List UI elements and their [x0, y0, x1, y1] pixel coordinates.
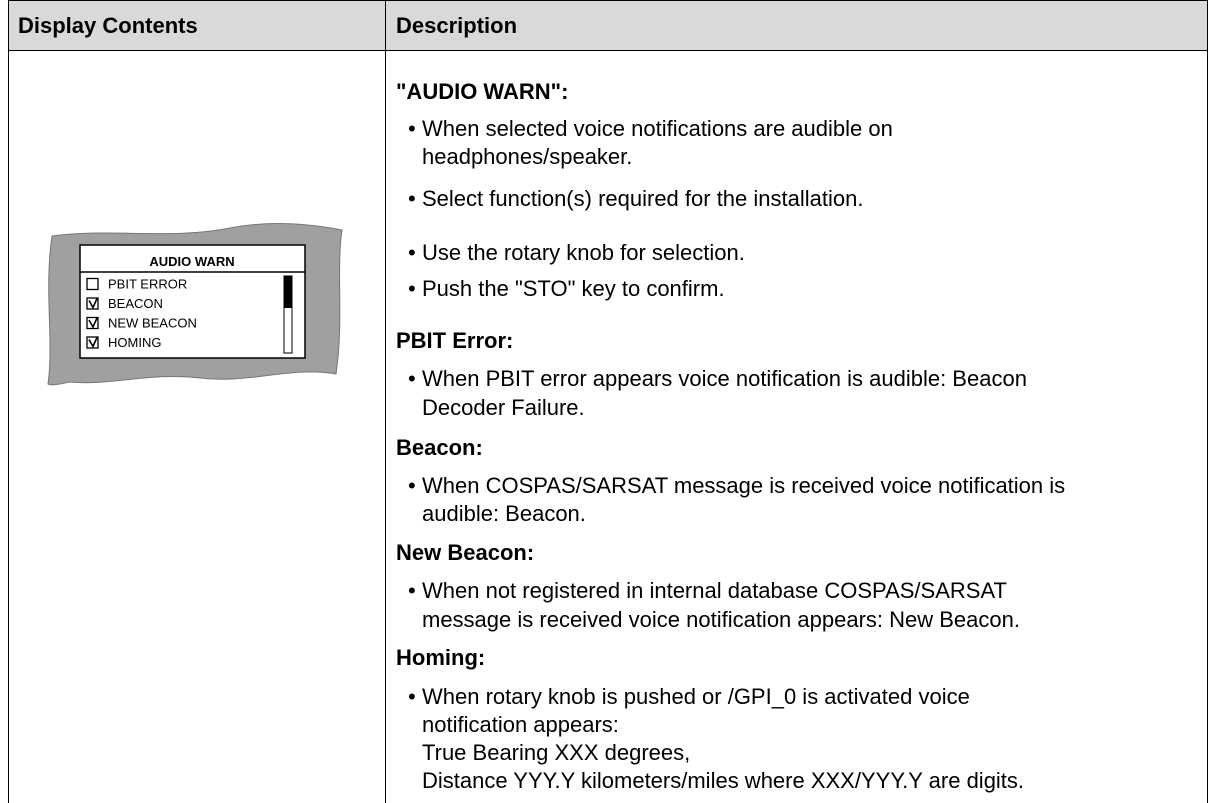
bullet-text: Decoder Failure.	[422, 395, 585, 420]
checkmark	[88, 337, 98, 349]
display-title: AUDIO WARN	[149, 254, 234, 269]
table-border-top	[8, 0, 1208, 1]
bullet-text: Distance YYY.Y kilometers/miles where XX…	[422, 768, 1025, 793]
bullet-text: When selected voice notifications are au…	[422, 116, 893, 141]
checkbox	[86, 277, 99, 291]
bullet-text: When COSPAS/SARSAT message is received v…	[422, 473, 1066, 498]
scrollbar-thumb	[284, 276, 292, 308]
checkbox	[86, 336, 99, 349]
bullet-text: headphones/speaker.	[422, 144, 633, 169]
bullet: •	[408, 366, 416, 391]
section-title: PBIT Error:	[396, 328, 514, 353]
section-title: Homing:	[396, 645, 486, 670]
bullet: •	[408, 116, 416, 141]
bullet: •	[408, 578, 416, 603]
column-divider	[385, 0, 386, 803]
bullet-text: When rotary knob is pushed or /GPI_0 is …	[422, 684, 970, 709]
checkbox	[86, 297, 99, 310]
section-title: Beacon:	[396, 435, 483, 460]
table-border-left	[8, 0, 9, 803]
bullet-text: notification appears:	[422, 712, 619, 737]
section-title: "AUDIO WARN":	[396, 79, 569, 104]
bullet-text: audible: Beacon.	[422, 501, 586, 526]
checkbox	[86, 316, 99, 330]
header-cell: Display Contents	[18, 13, 198, 38]
bullet-text: message is received voice notification a…	[422, 607, 1020, 632]
display-item: NEW BEACON	[108, 316, 197, 331]
bullet: •	[408, 473, 416, 498]
header-cell: Description	[396, 13, 518, 38]
bullet: •	[408, 276, 416, 301]
checkmark	[88, 317, 98, 329]
bullet-text: Push the "STO" key to confirm.	[422, 276, 725, 301]
bullet: •	[408, 186, 416, 211]
display-item: PBIT ERROR	[108, 277, 187, 292]
display-item: BEACON	[108, 296, 163, 311]
lcd-screen	[79, 244, 306, 359]
header-bg	[8, 0, 1208, 50]
bullet-text: Use the rotary knob for selection.	[422, 240, 745, 265]
table-border-right	[1207, 0, 1208, 803]
bullet: •	[408, 684, 416, 709]
bullet-text: When PBIT error appears voice notificati…	[422, 366, 1027, 391]
header-bottom-line	[8, 50, 1208, 51]
bullet: •	[408, 240, 416, 265]
section-title: New Beacon:	[396, 540, 535, 565]
display-items: PBIT ERROR BEACON NEW BEACON HOMING	[86, 277, 197, 350]
display-item: HOMING	[108, 335, 161, 350]
checkmark	[88, 298, 98, 310]
bullet-text: True Bearing XXX degrees,	[422, 740, 691, 765]
bullet-text: When not registered in internal database…	[422, 578, 1007, 603]
bullet-text: Select function(s) required for the inst…	[422, 186, 864, 211]
display-illustration: AUDIO WARN PBIT ERROR BEACON NEW BEACON HOM…	[47, 223, 343, 386]
